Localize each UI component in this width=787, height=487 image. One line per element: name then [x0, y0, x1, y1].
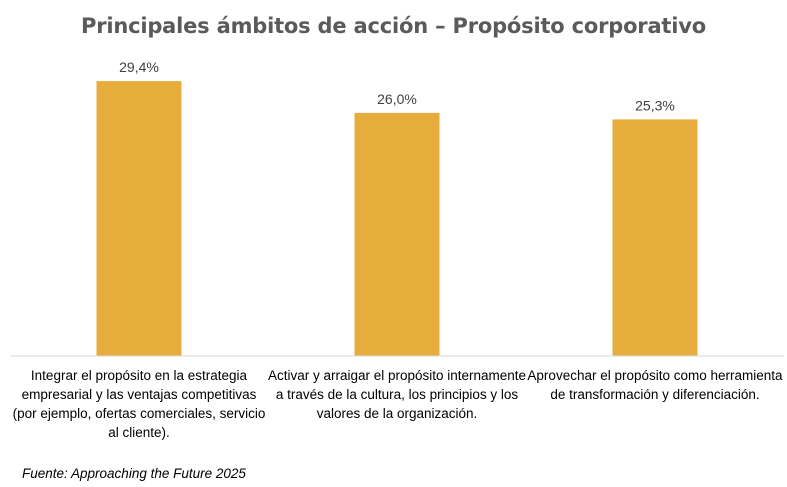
- category-label: Integrar el propósito en la estrategia e…: [12, 368, 266, 440]
- data-label: 25,3%: [635, 97, 675, 113]
- data-labels-layer: 29,4% 26,0% 25,3%: [119, 59, 675, 113]
- category-label: Aprovechar el propósito como herramienta…: [527, 368, 783, 402]
- category-label: Activar y arraigar el propósito internam…: [267, 368, 527, 421]
- bar: [96, 81, 182, 356]
- bar: [354, 112, 440, 357]
- source-note: Fuente: Approaching the Future 2025: [22, 466, 246, 481]
- bar: [612, 119, 698, 357]
- bars-layer: [96, 81, 698, 357]
- data-label: 26,0%: [377, 91, 417, 107]
- chart-title: Principales ámbitos de acción – Propósit…: [81, 14, 706, 38]
- data-label: 29,4%: [119, 59, 159, 75]
